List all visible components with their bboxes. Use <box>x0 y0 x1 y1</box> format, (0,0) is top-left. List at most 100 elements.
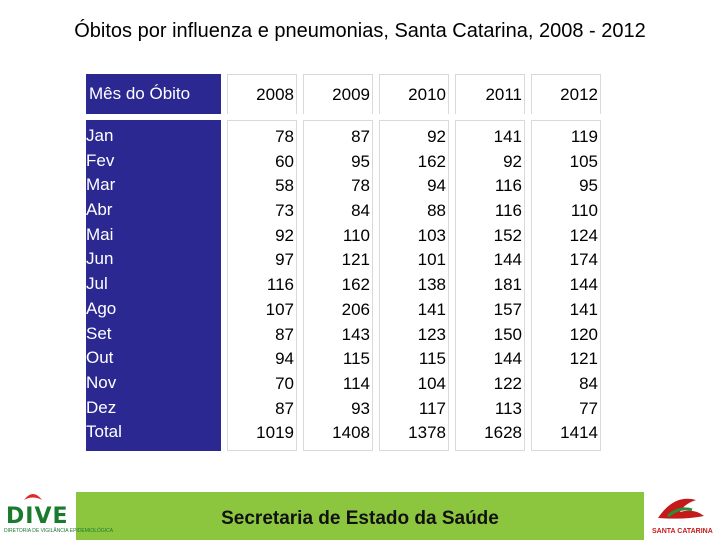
month-label: Mar <box>86 175 116 195</box>
year-values: 87 95 78 84 110 121 162 206 143 115 114 93 1408 <box>303 120 373 451</box>
table-cell: 78 <box>275 127 294 146</box>
year-column-2011: 2011 141 92 116 116 152 144 181 157 150 144 122 113… <box>455 74 525 451</box>
santa-catarina-logo <box>644 490 720 540</box>
table-cell: 120 <box>569 324 598 344</box>
table-cell: 105 <box>569 151 598 171</box>
table-cell: 107 <box>265 299 294 319</box>
year-values: 78 60 58 73 92 97 116 107 87 94 70 87 1019 <box>227 120 297 451</box>
dive-logo-text: DIVE <box>6 504 69 529</box>
table-cell: 1408 <box>332 423 370 443</box>
table-cell: 87 <box>275 398 294 418</box>
table-cell: 116 <box>266 275 294 295</box>
month-label: Mai <box>86 224 114 244</box>
month-label: Jan <box>86 126 114 145</box>
table-cell: 58 <box>275 176 294 196</box>
table-cell: 60 <box>275 151 294 171</box>
table-cell: 144 <box>569 275 598 295</box>
table-cell: 87 <box>351 127 370 146</box>
table-cell: 206 <box>341 299 370 319</box>
table-cell: 115 <box>342 349 370 369</box>
table-cell: 124 <box>569 225 598 245</box>
month-label: Jun <box>86 249 114 269</box>
dive-leaf-icon <box>24 494 42 500</box>
month-label: Out <box>86 348 114 368</box>
table-cell: 138 <box>417 275 446 295</box>
santa-catarina-logo-text: SANTA CATARINA <box>652 528 713 535</box>
year-values: 119 105 95 110 124 174 144 141 120 121 84 77 1414 <box>531 120 601 451</box>
table-cell: 121 <box>341 250 370 270</box>
table-cell: 73 <box>275 201 294 221</box>
table-cell: 97 <box>275 250 294 270</box>
table-cell: 115 <box>418 349 446 369</box>
table-cell: 84 <box>579 373 598 393</box>
month-label: Total <box>86 422 122 442</box>
table-cell: 162 <box>341 275 370 295</box>
table-cell: 110 <box>570 201 598 221</box>
month-label: Abr <box>86 200 113 220</box>
page-title: Óbitos por influenza e pneumonias, Santa… <box>74 20 646 42</box>
table-cell: 1378 <box>408 423 446 443</box>
table-cell: 93 <box>351 398 370 418</box>
table-cell: 92 <box>275 225 294 245</box>
month-column-header: Mês do Óbito <box>86 74 221 114</box>
year-values: 92 162 94 88 103 101 138 141 123 115 104 117 1378 <box>379 120 449 451</box>
table-cell: 181 <box>493 275 522 295</box>
table-cell: 141 <box>569 299 598 319</box>
footer-band <box>0 492 720 540</box>
table-cell: 94 <box>275 349 294 369</box>
month-label: Dez <box>86 397 117 417</box>
year-header: 2010 <box>379 74 449 114</box>
year-header: 2009 <box>303 74 373 114</box>
table-cell: 101 <box>417 250 446 270</box>
year-header: 2011 <box>455 74 525 114</box>
table-cell: 1019 <box>256 423 294 443</box>
table-cell: 113 <box>494 398 522 418</box>
table-cell: 88 <box>427 201 446 221</box>
table-cell: 104 <box>417 373 446 393</box>
table-cell: 114 <box>342 373 370 393</box>
table-cell: 174 <box>569 250 598 270</box>
month-label: Set <box>86 323 112 343</box>
table-cell: 84 <box>351 201 370 221</box>
table-cell: 117 <box>418 398 446 418</box>
year-column-2010: 2010 92 162 94 88 103 101 138 141 123 115 104 117 13… <box>379 74 449 451</box>
data-table: Mês do Óbito Jan Fev Mar Abr Mai Jun Jul Ago Set… <box>86 74 607 451</box>
table-cell: 116 <box>494 201 522 221</box>
table-cell: 95 <box>579 176 598 196</box>
table-cell: 141 <box>417 299 446 319</box>
year-values: 141 92 116 116 152 144 181 157 150 144 122 113 1628 <box>455 120 525 451</box>
table-cell: 144 <box>493 349 522 369</box>
table-cell: 141 <box>493 127 522 146</box>
month-label: Ago <box>86 298 117 318</box>
table-cell: 92 <box>503 151 522 171</box>
table-cell: 77 <box>579 398 598 418</box>
year-column-2009: 2009 87 95 78 84 110 121 162 206 143 115 114 93 1408 <box>303 74 373 451</box>
month-label: Jul <box>86 274 108 294</box>
month-column-body: Jan Fev Mar Abr Mai Jun Jul Ago Set Out Nov Dez Tota… <box>86 120 221 451</box>
table-cell: 103 <box>417 225 446 245</box>
table-cell: 157 <box>493 299 522 319</box>
table-cell: 150 <box>493 324 522 344</box>
year-column-2008: 2008 78 60 58 73 92 97 116 107 87 94 70 87 1019 <box>227 74 297 451</box>
table-cell: 116 <box>494 176 522 196</box>
table-cell: 70 <box>275 373 294 393</box>
table-cell: 121 <box>569 349 598 369</box>
table-cell: 152 <box>493 225 522 245</box>
table-cell: 162 <box>417 151 446 171</box>
footer-text: Secretaria de Estado da Saúde <box>221 508 499 529</box>
table-cell: 143 <box>341 324 370 344</box>
santa-catarina-emblem-icon <box>658 498 704 519</box>
month-label: Fev <box>86 150 115 170</box>
table-cell: 78 <box>351 176 370 196</box>
table-cell: 119 <box>570 127 598 146</box>
year-header: 2008 <box>227 74 297 114</box>
year-header: 2012 <box>531 74 601 114</box>
month-label: Nov <box>86 372 117 392</box>
table-cell: 123 <box>417 324 446 344</box>
table-cell: 95 <box>351 151 370 171</box>
year-column-2012: 2012 119 105 95 110 124 174 144 141 120 121 84 77 14… <box>531 74 601 451</box>
table-cell: 94 <box>427 176 446 196</box>
table-cell: 144 <box>493 250 522 270</box>
dive-logo-subtitle: DIRETORIA DE VIGILÂNCIA EPIDEMIOLÓGICA <box>4 528 114 534</box>
month-column: Mês do Óbito Jan Fev Mar Abr Mai Jun Jul Ago Set… <box>86 74 221 451</box>
